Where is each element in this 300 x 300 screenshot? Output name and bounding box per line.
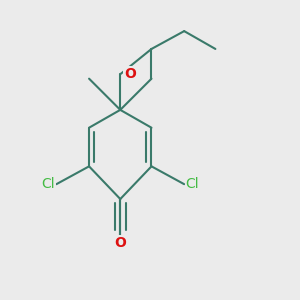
Text: O: O bbox=[124, 67, 136, 81]
Text: O: O bbox=[114, 236, 126, 250]
Text: Cl: Cl bbox=[41, 177, 55, 191]
Text: Cl: Cl bbox=[186, 177, 199, 191]
